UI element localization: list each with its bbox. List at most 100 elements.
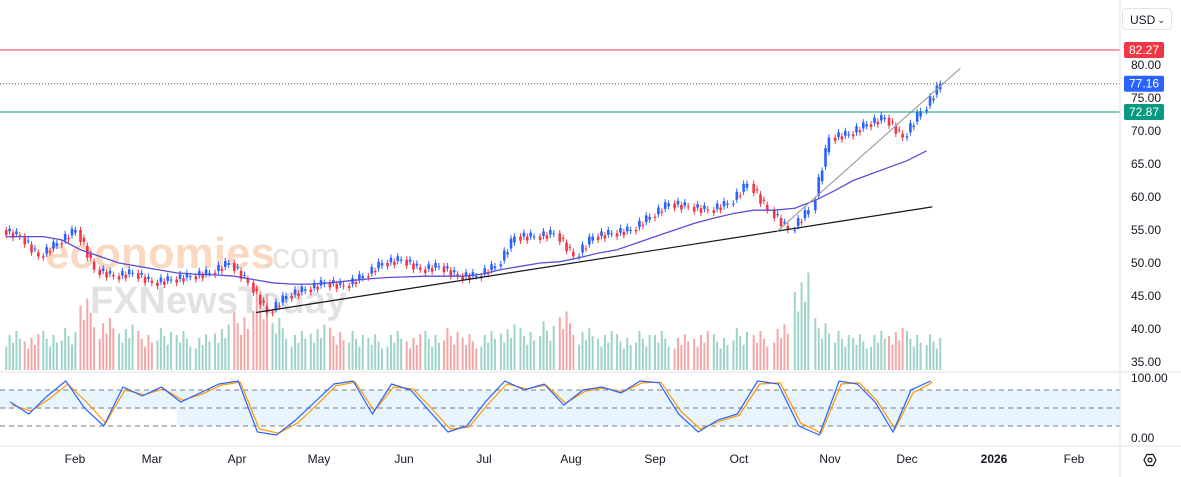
volume-bar — [52, 334, 55, 370]
volume-bar — [844, 346, 847, 370]
candle-body — [653, 216, 657, 219]
candle-body — [373, 270, 377, 273]
candle-body — [127, 269, 131, 275]
volume-bar — [309, 333, 312, 370]
volume-bar — [572, 334, 575, 370]
volume-bar — [891, 344, 894, 370]
svg-text:FXNewsToday: FXNewsToday — [90, 280, 347, 322]
volume-bar — [732, 340, 735, 370]
candle-body — [354, 282, 358, 285]
candle-body — [4, 230, 8, 236]
candle-body — [840, 136, 844, 140]
volume-bar — [446, 327, 449, 370]
volume-bar — [855, 344, 858, 370]
volume-bar — [252, 310, 255, 370]
candle-body — [513, 236, 516, 243]
candle-body — [26, 240, 30, 242]
candle-body — [667, 203, 670, 207]
currency-selector[interactable]: USD ⌄ — [1122, 8, 1172, 30]
volume-bar — [483, 334, 486, 370]
volume-bar — [339, 331, 342, 370]
candle-body — [143, 276, 147, 283]
candle-body — [217, 264, 220, 271]
time-tick-label: Feb — [1064, 452, 1085, 466]
candle-body — [474, 276, 478, 278]
volume-bar — [522, 336, 525, 370]
candle-body — [239, 270, 243, 279]
volume-bar — [545, 331, 548, 370]
volume-bar — [873, 334, 876, 370]
volume-bar — [60, 340, 63, 370]
candle-body — [855, 126, 858, 133]
volume-bar — [194, 348, 197, 370]
price-tick-label: 50.00 — [1131, 256, 1161, 270]
candle-body — [561, 237, 565, 239]
candle-body — [581, 244, 584, 253]
volume-bar — [726, 344, 729, 370]
volume-bar — [274, 333, 277, 370]
candle-body — [493, 266, 497, 269]
candle-body — [105, 272, 108, 278]
volume-bar — [480, 346, 483, 370]
candle-body — [312, 282, 316, 289]
volume-bar — [610, 331, 613, 370]
volume-bar — [814, 318, 817, 370]
svg-text:.com: .com — [262, 235, 340, 276]
volume-bar — [285, 338, 288, 370]
candle-body — [634, 230, 638, 232]
candle-body — [136, 272, 140, 279]
candle-body — [663, 202, 667, 209]
volume-bar — [262, 319, 265, 370]
price-tick-label: 35.00 — [1131, 355, 1161, 369]
candle-body — [236, 266, 239, 268]
volume-bar — [131, 324, 134, 370]
candle-body — [837, 132, 840, 137]
gear-hexagon-icon[interactable] — [1143, 453, 1157, 467]
candle-body — [278, 305, 281, 307]
volume-bar — [182, 331, 185, 370]
candle-body — [542, 231, 545, 236]
volume-bar — [70, 344, 73, 370]
volume-bar — [405, 341, 408, 370]
candle-body — [509, 238, 513, 249]
volume-bar — [568, 323, 571, 370]
candle-body — [79, 230, 82, 242]
volume-bar — [539, 335, 542, 370]
volume-bar — [8, 334, 11, 370]
candle-body — [783, 222, 786, 224]
volume-bar — [912, 346, 915, 370]
volume-bar — [888, 336, 891, 370]
volume-bar — [852, 337, 855, 370]
candle-body — [150, 280, 154, 283]
candle-body — [897, 129, 901, 131]
chevron-down-icon: ⌄ — [1157, 15, 1165, 25]
price-label: 77.16 — [1129, 77, 1159, 91]
volume-bar — [490, 331, 493, 370]
volume-bar — [396, 331, 399, 370]
volume-bar — [807, 272, 810, 370]
volume-bar — [150, 342, 153, 370]
candle-body — [335, 284, 339, 289]
volume-bar — [638, 331, 641, 370]
volume-bar — [723, 337, 725, 370]
candle-body — [755, 189, 759, 191]
volume-bar — [487, 342, 490, 370]
candle-body — [851, 134, 855, 137]
candle-body — [847, 134, 851, 136]
price-tick-label: 80.00 — [1131, 58, 1161, 72]
volume-bar — [290, 346, 293, 370]
volume-bar — [332, 336, 335, 370]
time-tick-label: Dec — [896, 452, 917, 466]
candle-body — [208, 272, 211, 274]
candle-body — [185, 272, 189, 278]
candle-body — [703, 205, 706, 209]
candle-body — [82, 237, 86, 242]
watermark-logo: economies .com FXNewsToday — [45, 229, 347, 322]
candle-body — [162, 281, 166, 285]
volume-bar — [198, 337, 201, 370]
volume-bar — [847, 334, 850, 370]
volume-bar — [588, 327, 591, 370]
candle-body — [793, 230, 797, 231]
volume-bar — [335, 344, 338, 370]
